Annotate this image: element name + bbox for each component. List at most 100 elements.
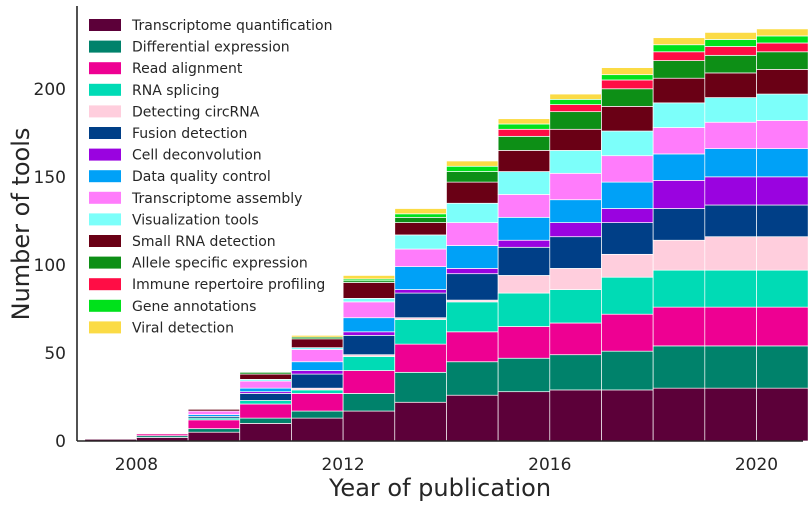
bar-segment-allele-specific-expression-7 [446,171,499,183]
legend-label-differential-expression: Differential expression [132,40,290,56]
bar-segment-allele-specific-expression-12 [704,54,757,74]
y-tick-labels: 0 50 100 150 200 [34,80,66,452]
bar-segment-immune-repertoire-profiling-13 [756,42,809,53]
bar-segment-transcriptome-assembly-6 [394,248,447,267]
legend-label-gene-annotations: Gene annotations [132,299,256,315]
legend-swatch-data-quality-control [89,170,121,183]
x-axis-title: Year of publication [328,474,551,502]
bar-segment-fusion-detection-12 [704,204,757,238]
bars-layer [84,28,809,442]
bar-segment-read-alignment-3 [239,403,292,419]
bar-segment-visualization-tools-9 [549,150,602,174]
legend-swatch-differential-expression [89,40,121,53]
bar-segment-gene-annotations-10 [601,74,654,81]
bar-segment-transcriptome-quantification-4 [291,417,344,442]
bar-segment-small-rna-detection-12 [704,72,757,98]
bar-segment-rna-splicing-12 [704,269,757,308]
bar-segment-differential-expression-5 [342,393,396,412]
bar-segment-gene-annotations-9 [549,98,602,105]
bar-segment-read-alignment-13 [756,306,809,347]
legend-label-detecting-circrna: Detecting circRNA [132,104,260,120]
bar-segment-cell-deconvolution-5 [342,331,396,336]
legend-label-immune-repertoire-profiling: Immune repertoire profiling [132,277,325,293]
bar-segment-cell-deconvolution-11 [652,180,706,209]
bar-segment-transcriptome-assembly-3 [239,380,292,389]
legend-label-viral-detection: Viral detection [132,320,234,336]
bar-segment-fusion-detection-7 [446,273,499,301]
legend-label-cell-deconvolution: Cell deconvolution [132,148,262,164]
bar-segment-transcriptome-assembly-2 [187,410,241,415]
bar-segment-fusion-detection-5 [342,334,396,356]
x-tick-label-2012: 2012 [321,455,364,475]
bar-segment-differential-expression-8 [497,357,551,393]
bar-segment-fusion-detection-9 [549,236,602,269]
bar-segment-data-quality-control-11 [652,153,706,181]
bar-segment-small-rna-detection-4 [291,338,344,349]
bar-segment-immune-repertoire-profiling-8 [497,128,551,137]
bar-segment-transcriptome-assembly-12 [704,121,757,150]
bar-segment-read-alignment-6 [394,343,447,373]
bar-segment-cell-deconvolution-7 [446,268,499,275]
legend-swatch-visualization-tools [89,213,121,226]
bar-segment-small-rna-detection-9 [549,128,602,151]
bar-segment-cell-deconvolution-8 [497,239,551,248]
bar-segment-small-rna-detection-7 [446,181,499,204]
x-tick-label-2008: 2008 [115,455,158,475]
legend-swatch-allele-specific-expression [89,256,121,269]
y-axis-title: Number of tools [7,128,35,321]
bar-segment-read-alignment-4 [291,393,344,412]
bar-segment-data-quality-control-8 [497,216,551,241]
bar-segment-small-rna-detection-13 [756,69,809,95]
bar-segment-gene-annotations-13 [756,35,809,44]
bar-segment-immune-repertoire-profiling-12 [704,46,757,56]
bar-segment-differential-expression-4 [291,410,344,419]
bar-segment-cell-deconvolution-6 [394,289,447,294]
bar-segment-detecting-circrna-12 [704,236,757,271]
bar-segment-data-quality-control-9 [549,199,602,223]
bar-segment-transcriptome-quantification-11 [652,387,706,442]
bar-segment-transcriptome-assembly-8 [497,194,551,218]
bar-segment-differential-expression-7 [446,361,499,396]
bar-segment-small-rna-detection-5 [342,282,396,299]
bar-segment-differential-expression-2 [187,428,241,433]
bar-segment-data-quality-control-7 [446,245,499,269]
bar-segment-differential-expression-9 [549,354,602,391]
bar-segment-transcriptome-quantification-12 [704,387,757,442]
bar-segment-viral-detection-13 [756,28,809,37]
bar-segment-read-alignment-10 [601,313,654,352]
y-tick-label-100: 100 [34,256,66,276]
bar-segment-gene-annotations-7 [446,165,499,172]
bar-segment-differential-expression-3 [239,417,292,424]
bar-segment-visualization-tools-11 [652,102,706,128]
y-tick-label-50: 50 [44,344,66,364]
legend-swatch-cell-deconvolution [89,148,121,161]
bar-segment-allele-specific-expression-11 [652,60,706,79]
bar-segment-read-alignment-1 [136,433,189,437]
bar-segment-rna-splicing-10 [601,276,654,315]
legend-label-transcriptome-assembly: Transcriptome assembly [131,191,302,207]
bar-segment-visualization-tools-13 [756,93,809,121]
bar-segment-transcriptome-quantification-6 [394,401,447,442]
bar-segment-viral-detection-9 [549,93,602,100]
bar-segment-cell-deconvolution-12 [704,176,757,206]
bar-segment-fusion-detection-13 [756,204,809,238]
bar-segment-small-rna-detection-6 [394,222,447,236]
bar-segment-small-rna-detection-8 [497,150,551,172]
legend-swatch-rna-splicing [89,83,121,96]
legend-label-rna-splicing: RNA splicing [132,83,220,99]
bar-segment-differential-expression-11 [652,345,706,389]
y-tick-label-150: 150 [34,168,66,188]
bar-segment-fusion-detection-11 [652,208,706,241]
bar-segment-rna-splicing-11 [652,269,706,308]
bar-segment-cell-deconvolution-13 [756,176,809,206]
bar-segment-fusion-detection-8 [497,246,551,276]
legend-label-data-quality-control: Data quality control [132,169,271,185]
bar-segment-transcriptome-quantification-8 [497,391,551,442]
x-tick-labels: 2008 2012 2016 2020 [115,455,778,475]
bar-segment-transcriptome-assembly-7 [446,222,499,246]
bar-segment-visualization-tools-12 [704,97,757,123]
bar-segment-fusion-detection-3 [239,393,292,401]
bar-segment-viral-detection-12 [704,32,757,40]
bar-segment-data-quality-control-12 [704,148,757,178]
bar-segment-fusion-detection-10 [601,222,654,255]
